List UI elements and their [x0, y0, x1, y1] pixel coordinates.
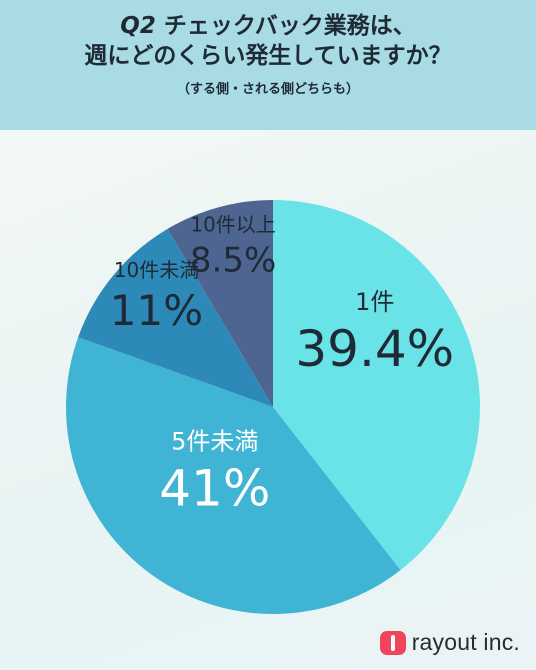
title-line-2: 週にどのくらい発生していますか？ [84, 43, 452, 69]
subtitle: （する側・される側どちらも） [176, 82, 359, 97]
slice-value-label: 41% [159, 460, 270, 518]
logo-mark-icon [379, 630, 406, 655]
header: Q2 チェックバック業務は、 週にどのくらい発生していますか？ （する側・される… [0, 0, 536, 130]
slice-label: 10件未満 [114, 258, 199, 282]
title-line-1-text: チェックバック業務は、 [155, 13, 416, 39]
pie-labels: 1件 39.4% 5件未満 41% 10件未満 11% 10件以上 8.5% [110, 212, 454, 517]
slice-value-label: 11% [110, 286, 203, 335]
slice-label: 1件 [355, 288, 394, 316]
pie-slices [66, 200, 480, 614]
slice-value-label: 8.5% [190, 240, 276, 280]
pie-slice [167, 200, 273, 407]
slice-label: 10件以上 [190, 212, 275, 236]
pie-slice [66, 337, 401, 614]
pie-slice [78, 228, 274, 407]
company-logo: rayout inc. [379, 629, 520, 656]
logo-text: rayout inc. [411, 629, 520, 655]
question-number: Q2 [120, 13, 156, 39]
slice-value-label: 39.4% [295, 320, 454, 378]
title-line-1: Q2 チェックバック業務は、 [0, 0, 536, 41]
pie-slice [273, 200, 480, 571]
slice-label: 5件未満 [171, 428, 258, 456]
